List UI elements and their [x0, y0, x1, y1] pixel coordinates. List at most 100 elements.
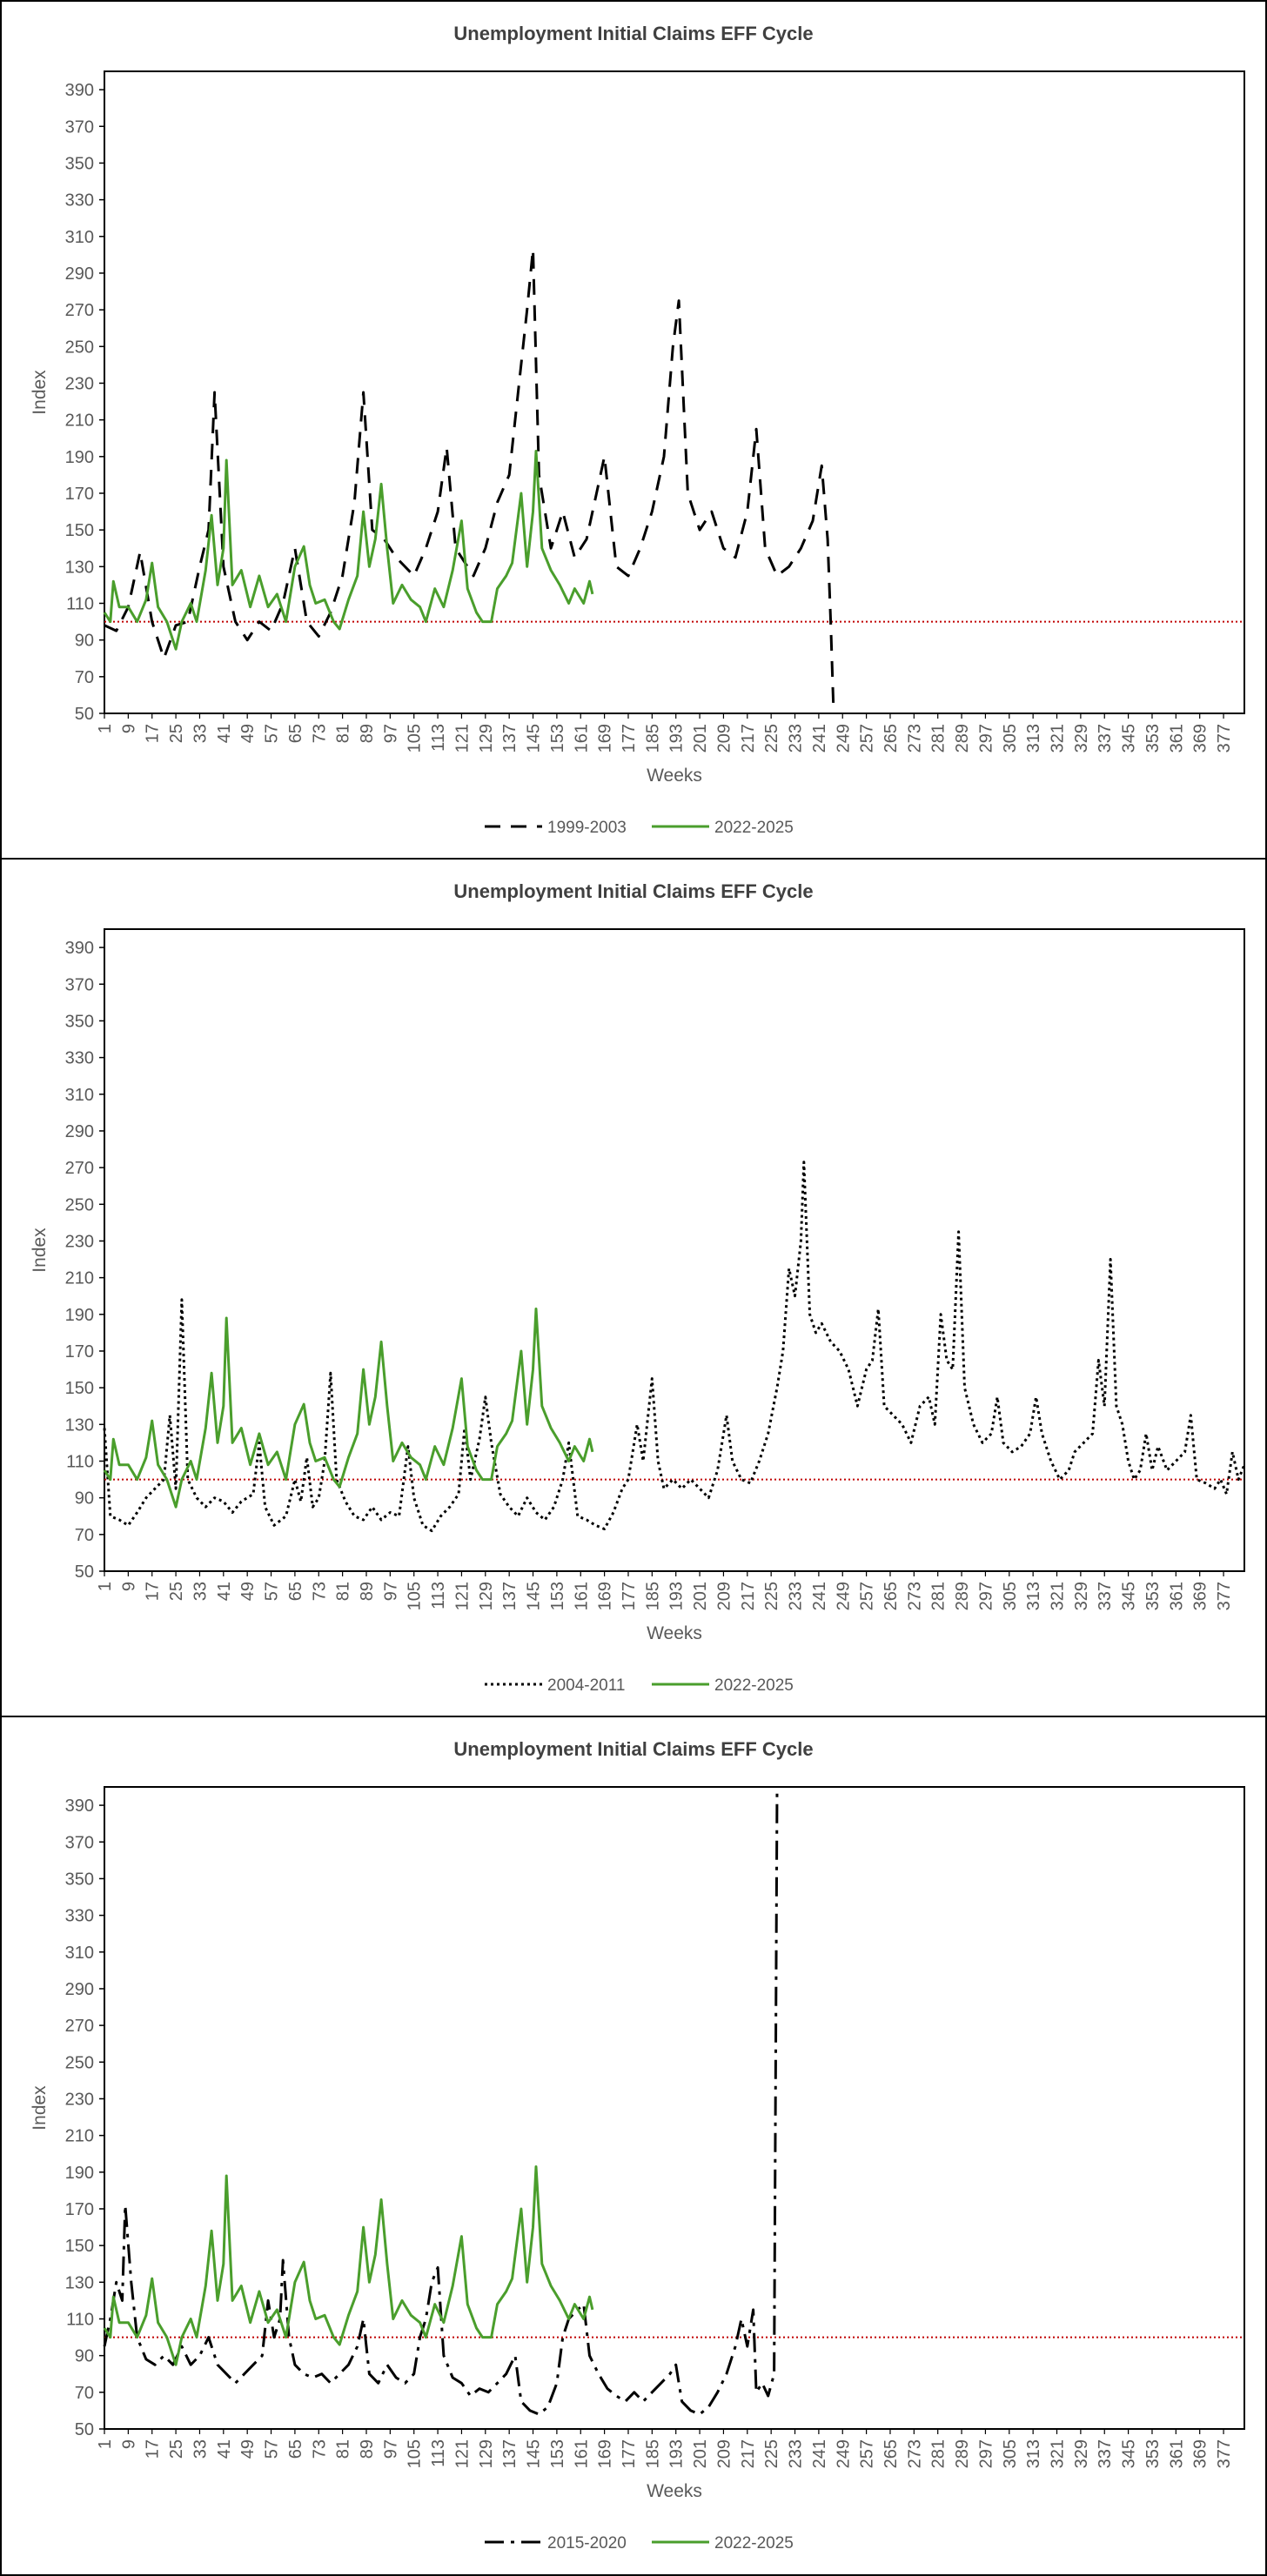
- x-tick-label: 345: [1120, 2439, 1139, 2468]
- x-tick-label: 353: [1143, 2439, 1163, 2468]
- x-tick-label: 81: [334, 2439, 353, 2459]
- x-tick-label: 65: [286, 724, 305, 743]
- y-tick-label: 270: [65, 301, 94, 320]
- legend-label: 2015-2020: [547, 2534, 627, 2553]
- y-tick-label: 290: [65, 1122, 94, 1141]
- x-tick-label: 257: [858, 2439, 877, 2468]
- x-tick-label: 113: [429, 2439, 448, 2467]
- x-tick-label: 241: [810, 1582, 829, 1610]
- x-tick-label: 73: [310, 2439, 329, 2459]
- x-tick-label: 305: [1001, 2439, 1020, 2468]
- plot-area: [104, 70, 1245, 714]
- x-tick-label: 105: [406, 1582, 425, 1610]
- x-tick-label: 49: [238, 724, 258, 743]
- y-tick-label: 250: [65, 1195, 94, 1214]
- x-tick-label: 249: [834, 724, 853, 753]
- y-tick-label: 50: [75, 2420, 94, 2439]
- x-tick-label: 1: [96, 1582, 115, 1591]
- y-tick-label: 110: [66, 2310, 94, 2329]
- x-tick-label: 329: [1072, 1582, 1091, 1610]
- x-tick-label: 369: [1191, 1582, 1210, 1610]
- x-tick-label: 25: [167, 2439, 186, 2459]
- y-tick-label: 290: [65, 264, 94, 284]
- x-tick-label: 361: [1167, 2439, 1186, 2468]
- x-tick-label: 233: [787, 724, 806, 753]
- y-tick-label: 90: [75, 1489, 94, 1509]
- x-tick-label: 97: [381, 1582, 400, 1601]
- chart-svg: Unemployment Initial Claims EFF Cycle 50 7…: [30, 880, 1246, 1695]
- x-tick-label: 73: [310, 724, 329, 743]
- y-tick-label: 330: [65, 1049, 94, 1068]
- x-tick-label: 289: [953, 1582, 972, 1610]
- x-tick-label: 201: [691, 1582, 710, 1610]
- x-tick-label: 17: [144, 1582, 163, 1601]
- x-tick-label: 361: [1167, 1582, 1186, 1610]
- y-tick-label: 70: [75, 2384, 94, 2403]
- x-tick-label: 249: [834, 1582, 853, 1610]
- y-tick-label: 130: [65, 558, 94, 577]
- x-tick-label: 25: [167, 1582, 186, 1601]
- series-line-1999-2003: [104, 248, 835, 714]
- y-tick-label: 170: [65, 1342, 94, 1362]
- x-tick-label: 177: [620, 1582, 639, 1610]
- x-tick-label: 257: [858, 724, 877, 753]
- x-tick-label: 345: [1120, 724, 1139, 753]
- x-tick-label: 153: [548, 2439, 567, 2468]
- y-tick-label: 230: [65, 1232, 94, 1251]
- x-tick-label: 121: [452, 1582, 472, 1610]
- y-tick-label: 270: [65, 2017, 94, 2036]
- x-tick-label: 57: [263, 2439, 282, 2459]
- x-tick-label: 9: [119, 1582, 138, 1591]
- x-tick-label: 345: [1120, 1582, 1139, 1610]
- x-tick-label: 65: [286, 2439, 305, 2459]
- y-tick-label: 270: [65, 1159, 94, 1178]
- y-tick-label: 170: [65, 485, 94, 504]
- x-tick-label: 89: [358, 2439, 377, 2459]
- x-tick-label: 57: [263, 1582, 282, 1601]
- x-tick-label: 65: [286, 1582, 305, 1601]
- x-tick-label: 313: [1024, 1582, 1043, 1610]
- y-tick-label: 230: [65, 374, 94, 393]
- x-axis-label: Weeks: [647, 766, 702, 786]
- x-tick-label: 177: [620, 2439, 639, 2468]
- x-tick-label: 33: [191, 1582, 210, 1601]
- series-line-2015-2020: [103, 1786, 779, 2416]
- x-tick-label: 89: [358, 1582, 377, 1601]
- x-tick-label: 145: [525, 1582, 544, 1610]
- series-line-2004-2011: [103, 1161, 1246, 1533]
- x-tick-label: 353: [1143, 724, 1163, 753]
- y-tick-label: 250: [65, 338, 94, 357]
- x-tick-label: 145: [525, 2439, 544, 2468]
- x-tick-label: 89: [358, 724, 377, 743]
- x-tick-label: 161: [572, 2439, 591, 2468]
- x-tick-label: 17: [144, 724, 163, 743]
- x-tick-label: 185: [643, 2439, 662, 2468]
- series-line-2022-2025: [103, 450, 594, 651]
- x-tick-label: 241: [810, 2439, 829, 2468]
- x-tick-label: 121: [452, 724, 472, 753]
- y-tick-label: 210: [65, 1269, 94, 1288]
- y-tick-label: 350: [65, 1870, 94, 1889]
- plot-area: [104, 928, 1245, 1572]
- x-tick-label: 1: [96, 2439, 115, 2449]
- y-tick-label: 170: [65, 2200, 94, 2219]
- x-tick-label: 25: [167, 724, 186, 743]
- x-tick-label: 233: [787, 1582, 806, 1610]
- series-line-2022-2025: [103, 2165, 594, 2366]
- x-tick-label: 169: [596, 1582, 615, 1610]
- x-tick-label: 353: [1143, 1582, 1163, 1610]
- legend-label: 2022-2025: [714, 2534, 794, 2553]
- x-tick-label: 321: [1049, 2439, 1068, 2468]
- x-tick-label: 217: [739, 1582, 758, 1610]
- legend-label: 2004-2011: [547, 1676, 625, 1695]
- x-tick-label: 209: [714, 1582, 734, 1610]
- x-tick-label: 281: [929, 1582, 949, 1610]
- x-tick-label: 169: [596, 2439, 615, 2468]
- chart-title: Unemployment Initial Claims EFF Cycle: [453, 880, 813, 902]
- x-tick-label: 185: [643, 724, 662, 753]
- y-tick-label: 210: [65, 2127, 94, 2146]
- x-tick-label: 217: [739, 724, 758, 753]
- x-tick-label: 329: [1072, 724, 1091, 753]
- x-tick-label: 281: [929, 724, 949, 753]
- x-tick-label: 137: [500, 2439, 520, 2468]
